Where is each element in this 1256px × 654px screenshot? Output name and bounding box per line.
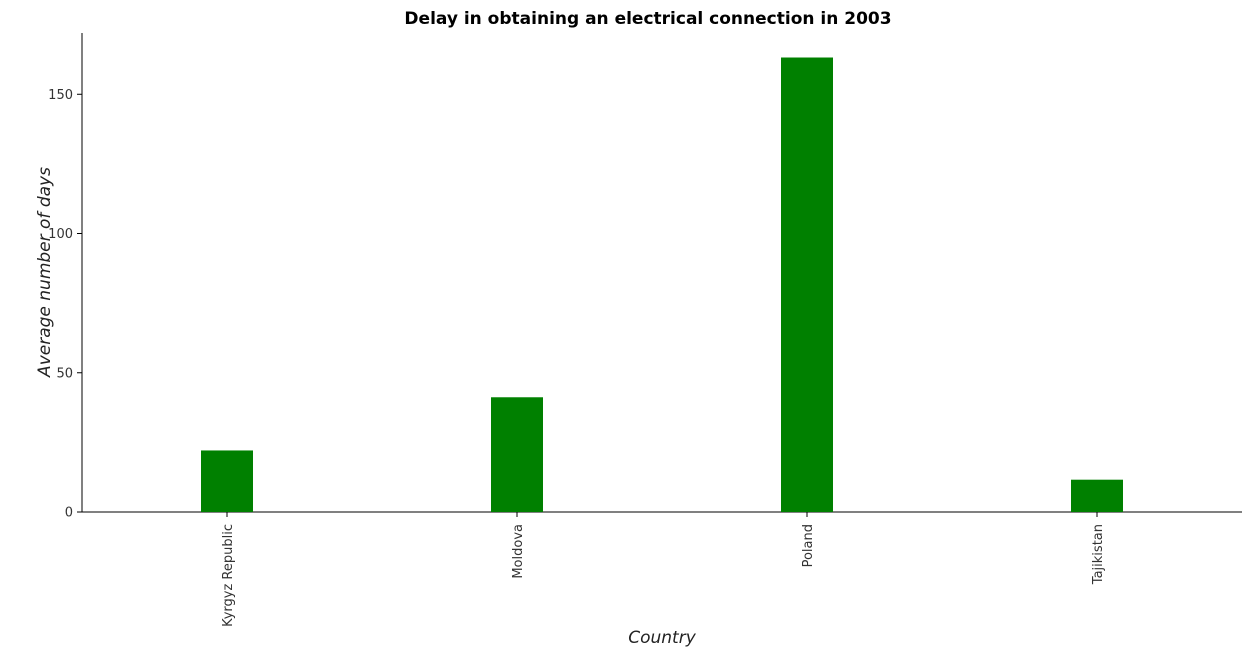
x-tick-label: Poland: [801, 524, 816, 567]
x-tick-label: Moldova: [511, 524, 526, 579]
y-tick-label: 100: [48, 227, 73, 242]
bar-poland: [781, 57, 833, 512]
y-tick-label: 0: [65, 506, 73, 521]
x-ticks-group: Kyrgyz Republic Moldova Poland Tajikistan: [221, 512, 1106, 627]
y-tick-label: 50: [56, 366, 73, 381]
y-ticks-group: 0 50 100 150: [48, 88, 82, 521]
chart-title: Delay in obtaining an electrical connect…: [404, 9, 891, 29]
x-tick-label: Tajikistan: [1091, 524, 1106, 585]
bar-kyrgyz-republic: [201, 450, 253, 512]
x-tick-label: Kyrgyz Republic: [221, 524, 236, 627]
bar-moldova: [491, 397, 543, 512]
y-tick-label: 150: [48, 88, 73, 103]
x-axis-label: Country: [628, 628, 696, 648]
bar-tajikistan: [1071, 479, 1123, 512]
y-axis-label: Average number of days: [35, 167, 55, 378]
bars-group: [201, 57, 1123, 512]
